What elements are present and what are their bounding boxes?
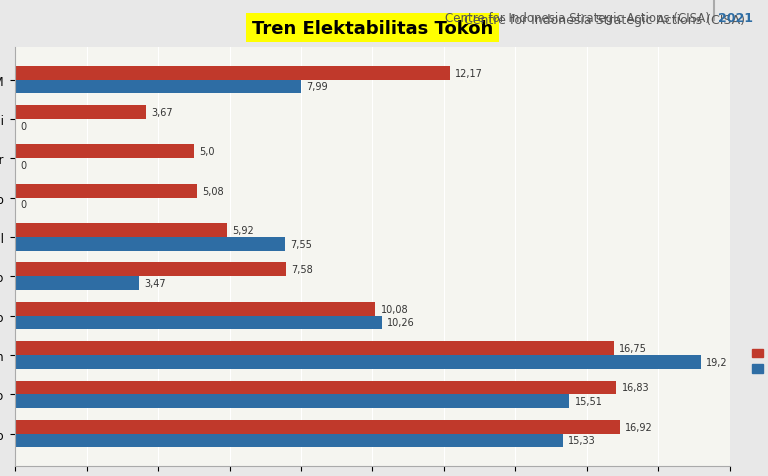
- Bar: [15, 145, 194, 159]
- Bar: [15, 238, 285, 251]
- Bar: [15, 277, 139, 290]
- Text: 3,67: 3,67: [152, 108, 174, 118]
- Text: 19,2: 19,2: [707, 357, 728, 367]
- Text: 10,08: 10,08: [381, 304, 409, 314]
- Bar: [15, 341, 614, 355]
- Text: 5,08: 5,08: [202, 186, 223, 196]
- Text: 15,51: 15,51: [574, 397, 602, 407]
- Text: 3,47: 3,47: [144, 278, 166, 288]
- Text: 16,83: 16,83: [622, 383, 650, 393]
- Bar: [15, 355, 701, 369]
- Text: Centre for Indonesia Strategic Actions (CISA): Centre for Indonesia Strategic Actions (…: [445, 12, 710, 25]
- Bar: [15, 434, 563, 447]
- Bar: [15, 302, 376, 316]
- Bar: [15, 67, 450, 80]
- Text: 7,58: 7,58: [291, 265, 313, 275]
- Bar: [15, 184, 197, 198]
- Text: 5,92: 5,92: [232, 226, 254, 236]
- Legend: Agustus 2021, Mei 2021: Agustus 2021, Mei 2021: [747, 345, 768, 379]
- Bar: [15, 106, 147, 119]
- Bar: [15, 395, 569, 408]
- Text: 7,99: 7,99: [306, 82, 328, 92]
- Text: 5,0: 5,0: [199, 147, 215, 157]
- Bar: [15, 224, 227, 238]
- Text: 2021: 2021: [718, 12, 753, 25]
- Text: 0: 0: [21, 161, 27, 171]
- Text: 0: 0: [21, 200, 27, 210]
- Text: Centre for Indonesia Strategic Actions (CISA): Centre for Indonesia Strategic Actions (…: [464, 14, 745, 27]
- Bar: [15, 420, 620, 434]
- Bar: [15, 316, 382, 330]
- Text: 0: 0: [21, 121, 27, 131]
- Text: 16,92: 16,92: [625, 422, 653, 432]
- Bar: [15, 381, 617, 395]
- Text: 10,26: 10,26: [387, 318, 415, 328]
- Title: Tren Elektabilitas Tokoh: Tren Elektabilitas Tokoh: [252, 20, 493, 38]
- Text: 16,75: 16,75: [619, 343, 647, 353]
- Text: 7,55: 7,55: [290, 239, 313, 249]
- Bar: [15, 80, 301, 94]
- Bar: [15, 263, 286, 277]
- Text: 15,33: 15,33: [568, 436, 596, 446]
- Text: 12,17: 12,17: [455, 69, 483, 79]
